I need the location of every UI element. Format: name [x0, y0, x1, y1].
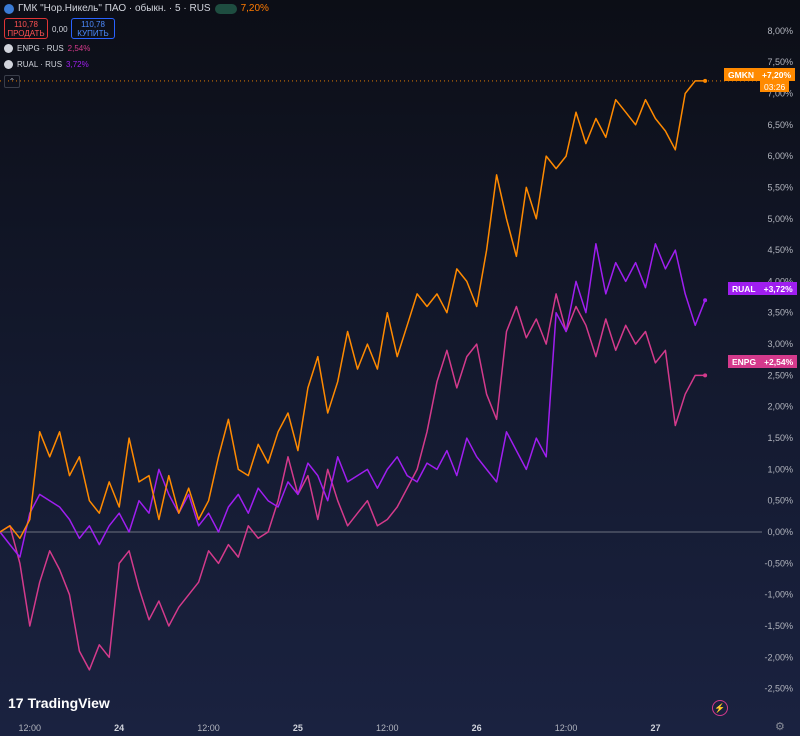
badge-ticker: ENPG [728, 355, 761, 368]
y-tick-label: -1,00% [764, 590, 793, 600]
y-tick-label: -1,50% [764, 621, 793, 631]
series-end-point-enpg [703, 373, 708, 378]
brand-name: TradingView [27, 695, 110, 711]
y-tick-label: 2,00% [767, 402, 793, 412]
y-tick-label: 5,00% [767, 214, 793, 224]
gmkn-price-badge: GMKN +7,20% [724, 68, 796, 81]
tradingview-brand[interactable]: 17 TradingView [8, 695, 110, 711]
series-gmkn [0, 80, 706, 540]
enpg-price-badge: ENPG +2,54% [728, 355, 798, 368]
y-tick-label: 1,00% [767, 464, 793, 474]
buy-label: КУПИТЬ [77, 28, 109, 38]
x-tick-label: 12:00 [197, 723, 220, 733]
badge-ticker: GMKN [724, 68, 758, 81]
sell-button[interactable]: 110,78 ПРОДАТЬ [4, 18, 48, 39]
sell-price: 110,78 [14, 19, 38, 29]
rual-logo-icon [4, 60, 13, 69]
series-layer [0, 78, 708, 671]
symbol-header[interactable]: ГМК "Нор.Никель" ПАО · обыкн. · 5 · RUS … [4, 3, 269, 14]
gmkn-countdown: 03:26 [760, 81, 790, 92]
y-tick-label: 5,50% [767, 182, 793, 192]
y-tick-label: 7,00% [767, 88, 793, 98]
legend-item-enpg[interactable]: ENPG · RUS 2,54% [4, 44, 90, 53]
series-enpg [0, 293, 706, 671]
tradingview-logo-icon: 17 [8, 695, 24, 711]
visibility-toggle-icon[interactable] [214, 3, 237, 14]
y-tick-label: -2,50% [764, 684, 793, 694]
symbol-title[interactable]: ГМК "Нор.Никель" ПАО · обыкн. · 5 · RUS [18, 3, 211, 14]
y-tick-label: 6,00% [767, 151, 793, 161]
collapse-legend-button[interactable]: ⌃ [4, 75, 20, 88]
x-tick-label: 26 [472, 723, 482, 733]
y-tick-label: -2,00% [764, 652, 793, 662]
x-tick-label: 27 [650, 723, 660, 733]
legend-value: 3,72% [66, 60, 89, 69]
y-tick-label: 4,00% [767, 276, 793, 286]
y-axis[interactable]: -2,50% -2,00% -1,50% -1,00% -0,50% 0,00% 0,50%… [764, 26, 793, 694]
y-tick-label: 8,00% [767, 26, 793, 36]
badge-value: +3,72% [759, 282, 797, 295]
legend-name: RUAL · RUS [17, 60, 63, 69]
y-tick-label: 4,50% [767, 245, 793, 255]
x-tick-label: 25 [293, 723, 303, 733]
chevron-up-icon: ⌃ [8, 77, 16, 86]
badge-ticker: RUAL [728, 282, 760, 295]
rual-price-badge: RUAL +3,72% [728, 282, 797, 295]
y-tick-label: -0,50% [764, 558, 793, 568]
y-tick-label: 1,50% [767, 433, 793, 443]
x-tick-label: 12:00 [19, 723, 42, 733]
buy-price: 110,78 [81, 19, 105, 29]
legend-item-rual[interactable]: RUAL · RUS 3,72% [4, 60, 89, 69]
x-tick-label: 12:00 [376, 723, 399, 733]
x-tick-label: 24 [114, 723, 124, 733]
sell-label: ПРОДАТЬ [7, 28, 45, 38]
y-tick-label: 3,00% [767, 339, 793, 349]
series-end-point-gmkn [703, 78, 708, 83]
x-tick-label: 12:00 [555, 723, 578, 733]
y-tick-label: 6,50% [767, 120, 793, 130]
gear-icon[interactable]: ⚙ [775, 721, 785, 733]
lightning-icon[interactable]: ⚡ [712, 700, 728, 716]
y-tick-label: 7,50% [767, 57, 793, 67]
legend-value: 2,54% [67, 44, 91, 53]
y-tick-label: 0,00% [767, 527, 793, 537]
series-end-point-rual [703, 298, 708, 303]
badge-value: +2,54% [760, 355, 798, 368]
badge-countdown: 03:26 [760, 81, 790, 92]
x-axis[interactable]: 12:00 24 12:00 25 12:00 26 12:00 27 [19, 723, 661, 733]
y-tick-label: 3,50% [767, 308, 793, 318]
series-rual [0, 243, 706, 558]
header-change: 7,20% [240, 3, 269, 14]
zero-line-layer [0, 80, 762, 533]
enpg-logo-icon [4, 44, 13, 53]
legend-name: ENPG · RUS [17, 44, 64, 53]
spread-value: 0,00 [52, 25, 68, 34]
y-tick-label: 0,50% [767, 496, 793, 506]
buy-button[interactable]: 110,78 КУПИТЬ [71, 18, 115, 39]
y-tick-label: 2,50% [767, 370, 793, 380]
badge-value: +7,20% [757, 68, 796, 81]
symbol-logo-icon [4, 3, 14, 14]
